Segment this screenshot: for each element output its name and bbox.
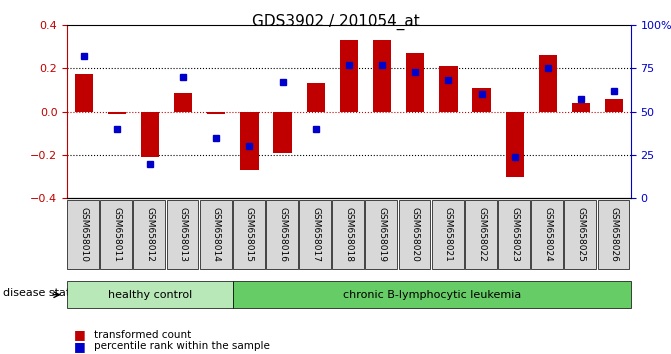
Text: disease state: disease state [3, 288, 77, 298]
Text: ■: ■ [74, 328, 86, 341]
Text: GSM658012: GSM658012 [146, 207, 154, 262]
Text: GSM658017: GSM658017 [311, 207, 320, 262]
Bar [406, 53, 424, 112]
Text: GSM658011: GSM658011 [112, 207, 121, 262]
Bar [505, 112, 524, 177]
Bar [572, 103, 590, 112]
Text: GSM658020: GSM658020 [411, 207, 420, 262]
Bar [141, 112, 159, 157]
Text: GSM658014: GSM658014 [212, 207, 221, 262]
Text: GSM658024: GSM658024 [544, 207, 552, 262]
Bar [174, 93, 193, 112]
Bar [207, 112, 225, 114]
Bar [240, 112, 258, 170]
Text: GSM658015: GSM658015 [245, 207, 254, 262]
Bar [74, 74, 93, 112]
Text: ■: ■ [74, 340, 86, 353]
Text: healthy control: healthy control [108, 290, 192, 300]
Bar [373, 40, 391, 112]
Text: GSM658026: GSM658026 [610, 207, 619, 262]
Text: percentile rank within the sample: percentile rank within the sample [94, 341, 270, 351]
Text: GSM658013: GSM658013 [178, 207, 188, 262]
Bar [539, 55, 557, 112]
Bar [472, 88, 491, 112]
Bar [440, 66, 458, 112]
Bar [274, 112, 292, 153]
Bar [307, 83, 325, 112]
Text: GSM658018: GSM658018 [344, 207, 354, 262]
Text: chronic B-lymphocytic leukemia: chronic B-lymphocytic leukemia [343, 290, 521, 300]
Text: GSM658019: GSM658019 [378, 207, 386, 262]
Text: GSM658016: GSM658016 [278, 207, 287, 262]
Bar [108, 112, 126, 114]
Text: GSM658022: GSM658022 [477, 207, 486, 262]
Bar [605, 98, 623, 112]
Text: GDS3902 / 201054_at: GDS3902 / 201054_at [252, 14, 419, 30]
Text: transformed count: transformed count [94, 330, 191, 339]
Text: GSM658023: GSM658023 [510, 207, 519, 262]
Text: GSM658021: GSM658021 [444, 207, 453, 262]
Bar [340, 40, 358, 112]
Text: GSM658025: GSM658025 [576, 207, 586, 262]
Text: GSM658010: GSM658010 [79, 207, 88, 262]
